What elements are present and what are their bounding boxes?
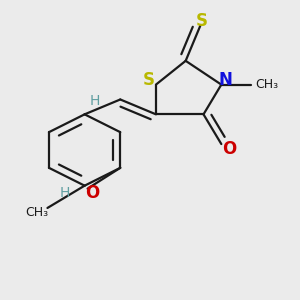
Text: S: S: [196, 12, 208, 30]
Text: CH₃: CH₃: [26, 206, 49, 219]
Text: H: H: [60, 186, 70, 200]
Text: S: S: [142, 71, 154, 89]
Text: N: N: [219, 71, 233, 89]
Text: CH₃: CH₃: [256, 78, 279, 91]
Text: O: O: [85, 184, 99, 202]
Text: O: O: [222, 140, 236, 158]
Text: H: H: [90, 94, 100, 108]
